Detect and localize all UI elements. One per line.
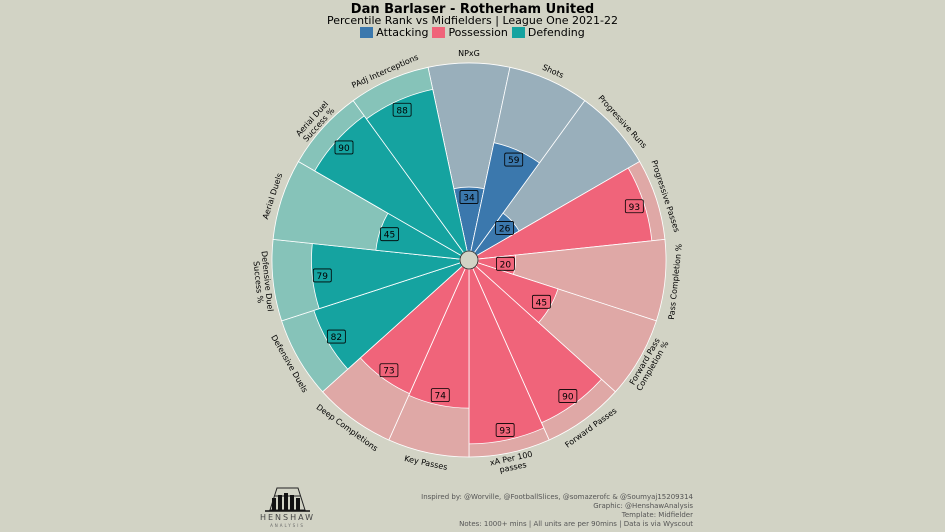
value-box-defensive-duels [326,329,346,344]
credit-line-inspired: Inspired by: @Worville, @FootballSlices,… [421,493,693,501]
credit-line-graphic: Graphic: @HenshawAnalysis [593,502,693,510]
value-label-padj-interceptions: 88 [396,106,408,116]
chart-subtitle: Percentile Rank vs Midfielders | League … [327,14,618,27]
category-label-key-passes: Key Passes [403,454,448,472]
value-label-npxg: 34 [463,194,475,204]
value-box-progressive-runs [495,221,514,235]
value-label-forward-passes: 90 [562,393,574,403]
value-label-progressive-passes: 93 [629,203,640,213]
legend-label-possession: Possession [448,26,508,39]
value-box-pass-completion [495,256,515,271]
value-label-pass-completion: 20 [500,260,512,270]
legend: Attacking Possession Defending [0,26,945,39]
category-label-pass-completion: Pass Completion % [667,243,684,320]
value-box-xa-per-100-passes [495,423,515,437]
value-box-deep-completions [379,363,399,378]
value-label-xa-per-100-passes: 93 [499,427,510,437]
value-label-forward-pass-completion: 45 [536,298,547,308]
value-box-aerial-duel-success [334,140,354,155]
value-box-aerial-duels [380,227,399,242]
credits: Inspired by: @Worville, @FootballSlices,… [421,493,693,529]
value-label-progressive-runs: 26 [499,224,511,234]
category-label-npxg: NPxG [458,49,480,58]
value-box-padj-interceptions [392,102,412,117]
legend-item-attacking: Attacking [360,26,428,39]
category-label-defensive-duel-success: Defensive DuelSuccess % [251,250,275,312]
value-box-key-passes [430,388,450,403]
legend-item-possession: Possession [432,26,508,39]
value-label-defensive-duels: 82 [331,333,342,343]
value-label-aerial-duels: 45 [384,231,395,241]
credit-line-notes: Notes: 1000+ mins | All units are per 90… [459,520,693,528]
value-label-aerial-duel-success: 90 [338,144,350,154]
legend-swatch-possession [432,27,446,38]
value-label-key-passes: 74 [435,392,447,402]
value-box-npxg [459,190,479,204]
center-hub [459,250,479,270]
value-box-defensive-duel-success [312,268,332,283]
stadium-logo-icon [265,487,310,512]
legend-label-attacking: Attacking [376,26,429,39]
value-label-defensive-duel-success: 79 [317,272,329,282]
chart-title: Dan Barlaser - Rotherham United [350,2,595,17]
value-box-forward-passes [558,389,578,403]
legend-swatch-defending [511,27,525,38]
legend-swatch-attacking [360,27,374,38]
henshaw-logo: HENSHAW ANALYSIS [250,480,325,530]
value-box-progressive-passes [624,199,644,214]
value-label-shots: 59 [508,156,520,166]
credit-line-template: Template: Midfielder [621,511,693,519]
category-label-shots: Shots [541,63,565,80]
logo-name: HENSHAW [259,513,316,522]
value-box-forward-pass-completion [531,294,551,309]
value-label-deep-completions: 73 [383,367,394,377]
value-box-shots [504,152,524,167]
legend-label-defending: Defending [527,26,585,39]
logo-subtitle: ANALYSIS [270,523,305,528]
legend-item-defending: Defending [511,26,585,39]
